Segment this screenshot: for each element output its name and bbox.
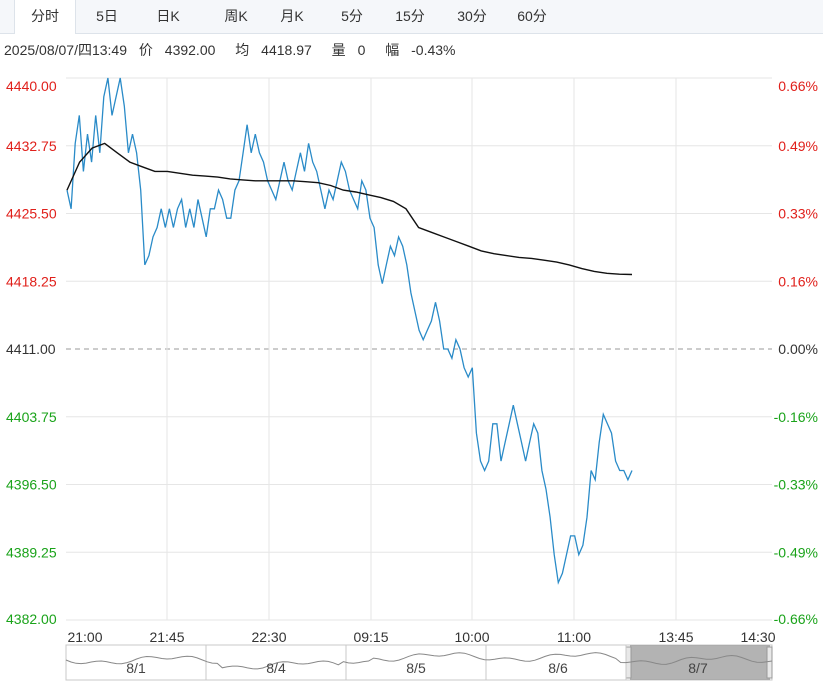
navigator-date-label: 8/5 (406, 660, 426, 676)
y-left-tick-label: 4425.50 (6, 206, 57, 222)
y-left-tick-label: 4440.00 (6, 78, 57, 94)
y-right-tick-label: -0.16% (774, 409, 818, 425)
y-left-tick-label: 4418.25 (6, 273, 57, 289)
tab-15分[interactable]: 15分 (395, 8, 425, 24)
y-left-tick-label: 4403.75 (6, 409, 57, 425)
tab-5分[interactable]: 5分 (341, 8, 363, 24)
navigator-handle-left (625, 646, 632, 679)
price-value: 4392.00 (164, 42, 216, 58)
tab-周K[interactable]: 周K (224, 8, 248, 24)
navigator-date-label: 8/7 (688, 660, 708, 676)
change-label: 幅 (385, 42, 400, 58)
change-value: -0.43% (411, 42, 456, 58)
y-right-tick-label: -0.49% (774, 544, 818, 560)
x-tick-label: 14:30 (740, 629, 775, 645)
volume-value: 0 (357, 42, 366, 58)
y-right-tick-label: 0.66% (778, 78, 818, 94)
y-right-tick-label: -0.33% (774, 477, 818, 493)
navigator-date-label: 8/1 (126, 660, 146, 676)
y-left-tick-label: 4411.00 (6, 341, 56, 357)
period-tabs: 分时 5日 日K 周K 月K 5分 15分 30分 60分 (0, 0, 823, 34)
quote-datetime: 2025/08/07/四13:49 (4, 42, 127, 58)
y-right-tick-label: 0.33% (778, 206, 818, 222)
y-right-tick-label: 0.49% (778, 138, 818, 154)
y-right-tick-label: -0.66% (774, 611, 818, 627)
avg-value: 4418.97 (261, 42, 312, 58)
y-left-tick-label: 4396.50 (6, 477, 57, 493)
tab-30分[interactable]: 30分 (457, 8, 487, 24)
quote-info-bar: 2025/08/07/四13:49 价 4392.00 均 4418.97 量 … (4, 40, 472, 60)
y-left-tick-label: 4432.75 (6, 138, 57, 154)
navigator-handle-right (766, 646, 773, 679)
y-left-tick-label: 4382.00 (6, 611, 57, 627)
avg-label: 均 (235, 42, 250, 58)
x-tick-label: 10:00 (454, 629, 489, 645)
navigator-mini-line (65, 652, 773, 670)
navigator-selection (630, 645, 770, 680)
price-series-line (66, 77, 633, 585)
x-tick-label: 21:45 (149, 629, 184, 645)
x-tick-label: 11:00 (557, 629, 591, 645)
tab-5日[interactable]: 5日 (96, 8, 118, 24)
navigator-date-label: 8/4 (266, 660, 286, 676)
price-label: 价 (138, 42, 153, 58)
tab-月K[interactable]: 月K (280, 8, 304, 24)
y-left-tick-label: 4389.25 (6, 544, 57, 560)
tab-分时[interactable]: 分时 (14, 0, 76, 34)
x-tick-label: 21:00 (67, 629, 102, 645)
x-tick-label: 22:30 (251, 629, 286, 645)
x-tick-label: 13:45 (658, 629, 693, 645)
tab-日K[interactable]: 日K (156, 8, 180, 24)
navigator-date-label: 8/6 (548, 660, 568, 676)
volume-label: 量 (331, 42, 346, 58)
y-right-tick-label: 0.16% (778, 273, 818, 289)
tab-60分[interactable]: 60分 (517, 8, 547, 24)
x-tick-label: 09:15 (353, 629, 388, 645)
navigator-strip (65, 644, 773, 681)
avg-series-line (66, 142, 633, 276)
y-right-tick-label: 0.00% (778, 341, 818, 357)
